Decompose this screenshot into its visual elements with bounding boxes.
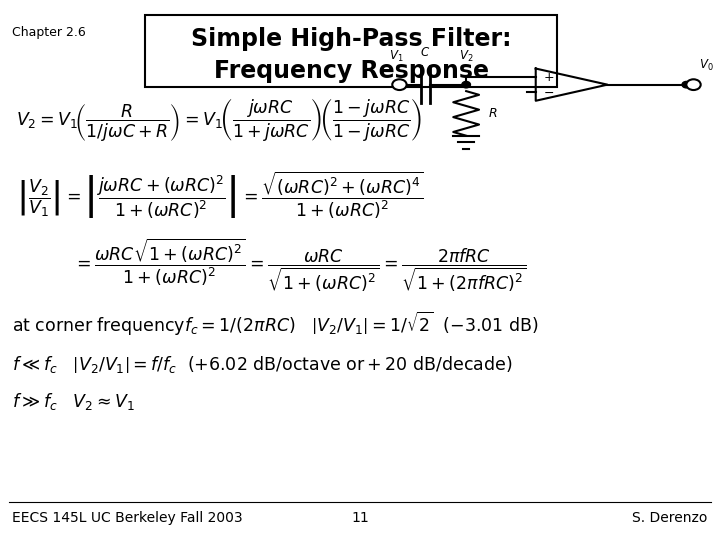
Text: at corner frequency$f_c = 1/(2\pi RC)$   $\left|V_2/V_1\right| = 1/\sqrt{2}$  $(: at corner frequency$f_c = 1/(2\pi RC)$ $…: [12, 310, 539, 338]
Circle shape: [462, 82, 470, 88]
Text: $f \gg f_c$   $V_2 \approx V_1$: $f \gg f_c$ $V_2 \approx V_1$: [12, 391, 135, 412]
FancyBboxPatch shape: [145, 15, 557, 87]
Text: Simple High-Pass Filter:: Simple High-Pass Filter:: [191, 27, 511, 51]
Text: $f \ll f_c$   $\left|V_2/V_1\right| = f/f_c$  $(+6.02\ \mathrm{dB/octave\ or} + : $f \ll f_c$ $\left|V_2/V_1\right| = f/f_…: [12, 354, 513, 375]
Text: $-$: $-$: [543, 86, 554, 99]
Circle shape: [682, 82, 690, 88]
Text: $V_2$: $V_2$: [459, 49, 473, 64]
Text: $V_2 = V_1\!\left(\dfrac{R}{1/j\omega C + R}\right) = V_1\!\left(\dfrac{j\omega : $V_2 = V_1\!\left(\dfrac{R}{1/j\omega C …: [16, 96, 422, 143]
Text: $= \dfrac{\omega RC\sqrt{1 + (\omega RC)^2}}{1 + (\omega RC)^2} = \dfrac{\omega : $= \dfrac{\omega RC\sqrt{1 + (\omega RC)…: [73, 236, 527, 294]
Text: $\left|\dfrac{V_2}{V_1}\right| = \left|\dfrac{j\omega RC + (\omega RC)^2}{1 + (\: $\left|\dfrac{V_2}{V_1}\right| = \left|\…: [16, 169, 423, 220]
Text: $V_0$: $V_0$: [699, 58, 714, 73]
Text: $V_1$: $V_1$: [389, 49, 403, 64]
Text: Frequency Response: Frequency Response: [214, 59, 489, 83]
Text: Chapter 2.6: Chapter 2.6: [12, 25, 86, 38]
Text: +: +: [544, 71, 554, 84]
Text: 11: 11: [351, 511, 369, 525]
Circle shape: [686, 79, 701, 90]
Text: EECS 145L UC Berkeley Fall 2003: EECS 145L UC Berkeley Fall 2003: [12, 511, 243, 525]
Text: $R$: $R$: [487, 107, 498, 120]
Circle shape: [392, 79, 407, 90]
Text: $C$: $C$: [420, 46, 431, 59]
Text: S. Derenzo: S. Derenzo: [632, 511, 708, 525]
